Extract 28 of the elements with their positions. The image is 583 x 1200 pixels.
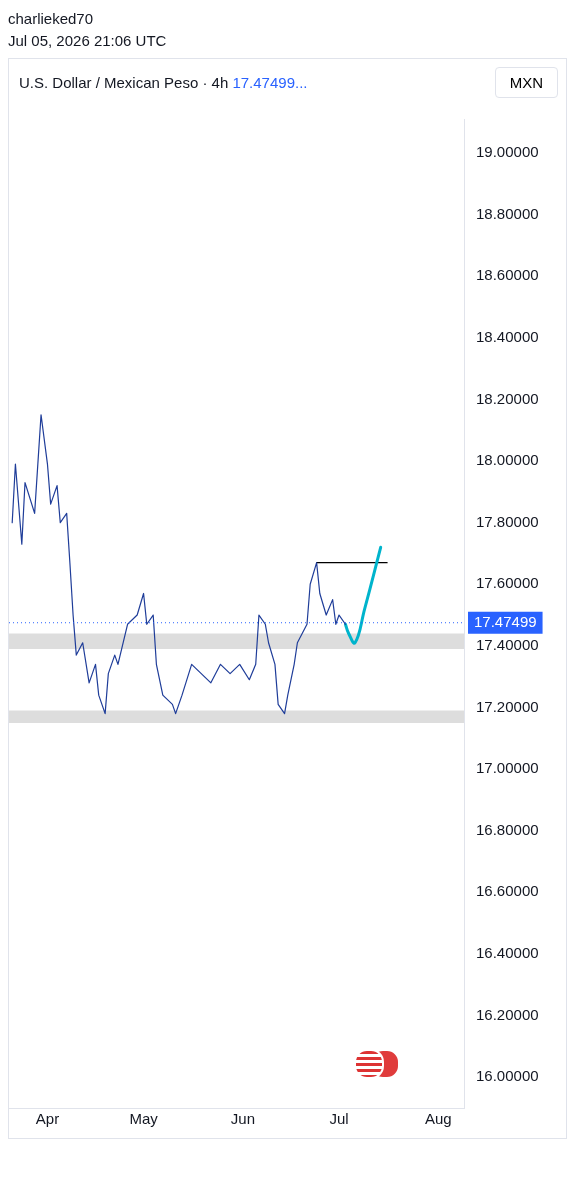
y-tick-label: 16.80000 [476, 820, 539, 838]
y-tick-label: 18.00000 [476, 451, 539, 469]
y-tick-label: 16.00000 [476, 1067, 539, 1085]
line-series [343, 545, 383, 645]
y-tick-label: 17.20000 [476, 697, 539, 715]
x-tick-label: Apr [35, 1110, 60, 1128]
y-tick-label: 16.20000 [476, 1005, 539, 1023]
y-tick-label: 18.60000 [476, 266, 539, 284]
y-tick-label: 16.40000 [476, 944, 539, 962]
ref-line-label: 17.47499 [474, 612, 537, 630]
y-tick-label: 17.40000 [476, 635, 539, 653]
y-axis-title: MXN [494, 67, 558, 98]
y-tick-label: 19.00000 [476, 143, 539, 161]
x-tick-label: Jul [329, 1110, 349, 1128]
y-tick-label: 17.60000 [476, 574, 539, 592]
chart-subtitle: 17.47499... [232, 74, 308, 91]
chart-title: U.S. Dollar / Mexican Peso · 4h [19, 74, 229, 91]
y-tick-label: 18.80000 [476, 204, 539, 222]
x-tick-label: Aug [425, 1110, 452, 1128]
x-tick-label: May [129, 1110, 159, 1128]
x-tick-label: Jun [230, 1110, 255, 1128]
y-tick-label: 18.40000 [476, 327, 539, 345]
y-tick-label: 17.80000 [476, 512, 539, 530]
text: charlieked70 [8, 9, 95, 29]
y-tick-label: 16.60000 [476, 882, 539, 900]
y-tick-label: 18.20000 [476, 389, 539, 407]
text: Jul 05, 2026 21:06 UTC [8, 31, 168, 51]
y-tick-label: 17.00000 [476, 759, 539, 777]
